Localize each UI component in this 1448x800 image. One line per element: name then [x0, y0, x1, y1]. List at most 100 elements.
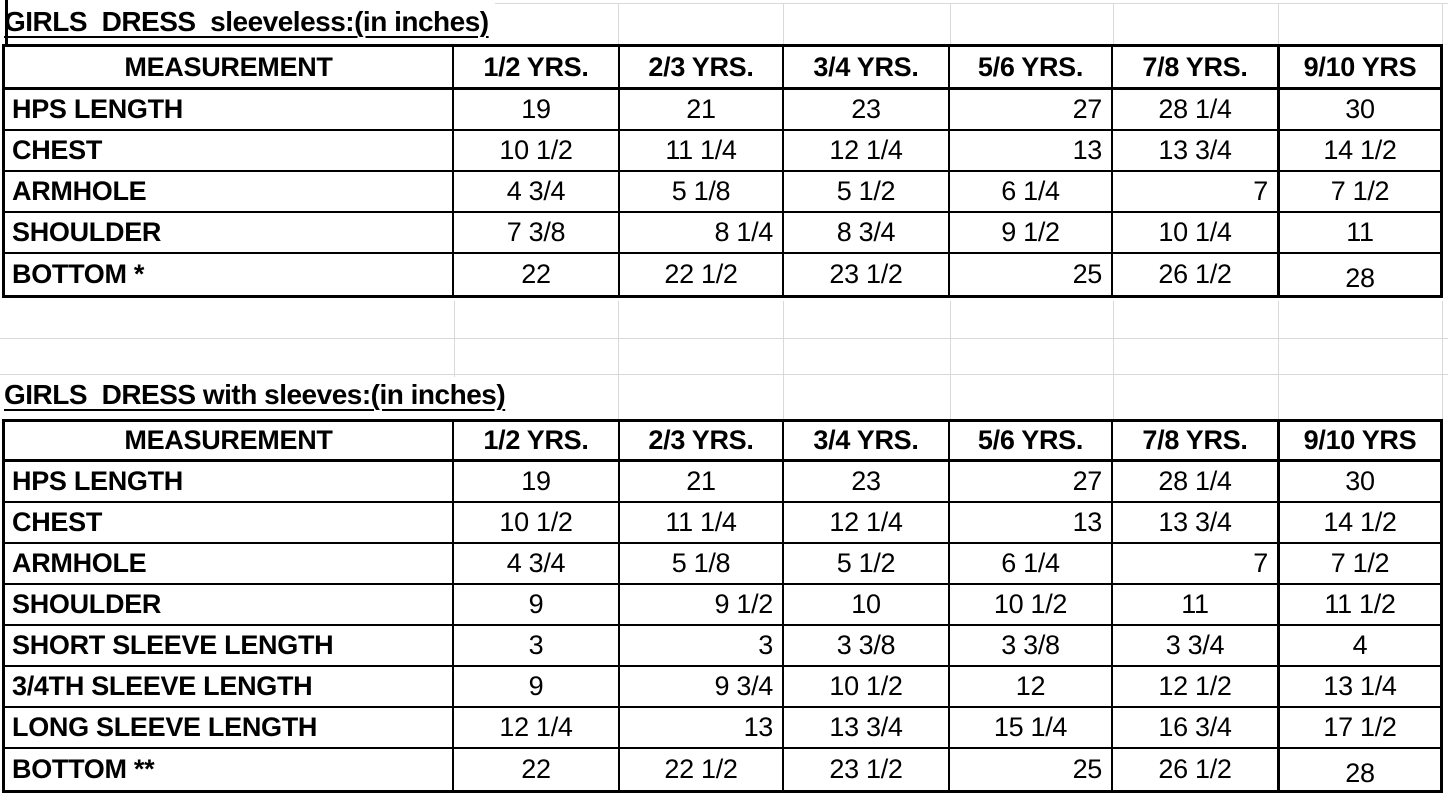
value-cell: 22 1/2	[620, 254, 784, 295]
value-cell: 9 1/2	[950, 213, 1113, 254]
header-cell: 3/4 YRS.	[784, 47, 950, 90]
value-cell: 8 1/4	[620, 213, 784, 254]
header-cell: 2/3 YRS.	[620, 47, 784, 90]
gridline-vertical	[1442, 301, 1443, 419]
value-cell: 25	[950, 749, 1113, 790]
value-cell: 13	[950, 503, 1113, 544]
value-cell: 13	[620, 708, 784, 749]
gridline-vertical	[1113, 301, 1114, 419]
row-label: HPS LENGTH	[5, 462, 454, 503]
value-cell: 12 1/4	[784, 503, 950, 544]
value-cell: 21	[620, 462, 784, 503]
value-cell: 3	[454, 626, 620, 667]
gridline-vertical	[950, 301, 951, 419]
value-cell: 12 1/4	[454, 708, 620, 749]
header-cell: 7/8 YRS.	[1113, 422, 1277, 462]
value-cell: 28 1/4	[1113, 90, 1277, 131]
value-cell: 9 3/4	[620, 667, 784, 708]
value-cell: 9 1/2	[620, 585, 784, 626]
gridline-vertical	[1278, 301, 1279, 419]
row-label: LONG SLEEVE LENGTH	[5, 708, 454, 749]
value-cell: 11 1/4	[620, 503, 784, 544]
value-cell: 30	[1277, 90, 1440, 131]
value-cell: 10 1/2	[454, 131, 620, 172]
value-cell: 21	[620, 90, 784, 131]
value-cell: 28	[1277, 254, 1440, 295]
gridline-horizontal	[0, 338, 1448, 339]
row-label: HPS LENGTH	[5, 90, 454, 131]
header-cell: 5/6 YRS.	[950, 422, 1113, 462]
row-label: 3/4TH SLEEVE LENGTH	[5, 667, 454, 708]
value-cell: 26 1/2	[1158, 754, 1232, 784]
gridline-vertical	[618, 301, 619, 419]
table-title-sleeveless: GIRLS DRESS sleeveless:(in inches)	[4, 6, 489, 37]
value-cell: 8 3/4	[784, 213, 950, 254]
value-cell: 4	[1277, 626, 1440, 667]
row-label: BOTTOM **	[5, 749, 454, 790]
value-cell: 10 1/2	[950, 585, 1113, 626]
value-cell: 12 1/2	[1113, 667, 1277, 708]
row-label: CHEST	[5, 131, 454, 172]
value-cell: 5 1/8	[620, 544, 784, 585]
value-cell: 23	[784, 462, 950, 503]
value-cell: 6 1/4	[950, 172, 1113, 213]
gridline-horizontal	[0, 374, 1448, 375]
gridline-vertical	[783, 3, 784, 44]
row-label: SHOULDER	[5, 213, 454, 254]
value-cell: 17 1/2	[1277, 708, 1440, 749]
header-cell: 1/2 YRS.	[454, 422, 620, 462]
value-cell: 7 1/2	[1277, 544, 1440, 585]
value-cell: 28 1/4	[1113, 462, 1277, 503]
value-cell: 13 3/4	[784, 708, 950, 749]
value-cell: 10 1/2	[454, 503, 620, 544]
value-cell: 10 1/4	[1113, 213, 1277, 254]
value-cell: 5 1/8	[620, 172, 784, 213]
value-cell: 27	[950, 462, 1113, 503]
gridline-vertical	[618, 3, 619, 44]
row-label: CHEST	[5, 503, 454, 544]
row-label: SHOULDER	[5, 585, 454, 626]
value-cell: 16 3/4	[1113, 708, 1277, 749]
gridline-vertical	[1442, 3, 1443, 44]
gridline-vertical	[950, 3, 951, 44]
value-cell: 11	[1277, 213, 1440, 254]
row-label: ARMHOLE	[5, 172, 454, 213]
value-cell: 7	[1113, 172, 1277, 213]
header-cell: 3/4 YRS.	[784, 422, 950, 462]
measurement-header-cell: MEASUREMENT	[5, 47, 454, 90]
value-cell: 5 1/2	[784, 172, 950, 213]
value-cell: 10	[784, 585, 950, 626]
value-cell: 12 1/4	[784, 131, 950, 172]
value-cell: 7 1/2	[1277, 172, 1440, 213]
value-cell: 13	[950, 131, 1113, 172]
size-table-with-sleeves: MEASUREMENT 1/2 YRS. 2/3 YRS. 3/4 YRS. 5/6 Y…	[2, 419, 1443, 793]
value-cell: 26 1/2	[1158, 259, 1232, 289]
value-cell: 11 1/2	[1277, 585, 1440, 626]
value-cell: 6 1/4	[950, 544, 1113, 585]
value-cell: 13 1/4	[1277, 667, 1440, 708]
gridline-vertical	[1278, 3, 1279, 44]
value-cell: 23 1/2	[784, 254, 950, 295]
value-cell: 15 1/4	[950, 708, 1113, 749]
header-cell: 9/10 YRS	[1277, 47, 1440, 90]
header-cell: 9/10 YRS	[1277, 422, 1440, 462]
value-cell: 13 3/4	[1113, 131, 1277, 172]
value-cell: 7 3/8	[454, 213, 620, 254]
value-cell: 12	[950, 667, 1113, 708]
row-label: BOTTOM *	[5, 254, 454, 295]
value-cell: 14 1/2	[1277, 131, 1440, 172]
value-cell: 3 3/8	[950, 626, 1113, 667]
value-cell: 3 3/4	[1113, 626, 1277, 667]
value-cell: 10 1/2	[784, 667, 950, 708]
value-cell: 28	[1277, 749, 1440, 790]
value-cell: 22	[454, 749, 620, 790]
value-cell: 3 3/8	[784, 626, 950, 667]
value-cell: 23	[784, 90, 950, 131]
gridline-vertical	[1113, 3, 1114, 44]
value-cell: 19	[454, 90, 620, 131]
value-cell: 19	[454, 462, 620, 503]
value-cell: 5 1/2	[784, 544, 950, 585]
measurement-header-cell: MEASUREMENT	[5, 422, 454, 462]
value-cell: 11	[1113, 585, 1277, 626]
value-cell: 3	[620, 626, 784, 667]
